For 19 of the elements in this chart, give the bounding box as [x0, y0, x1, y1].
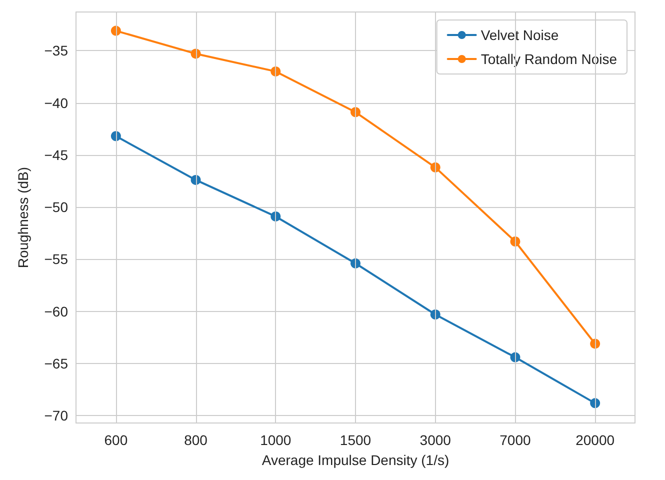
y-tick-label: −45	[44, 146, 68, 163]
x-tick-label: 600	[104, 432, 128, 448]
x-tick-label: 800	[184, 432, 208, 448]
x-tick-label: 20000	[576, 432, 615, 448]
x-tick-label: 1000	[260, 432, 292, 448]
y-axis-title: Roughness (dB)	[15, 166, 31, 268]
x-axis-title: Average Impulse Density (1/s)	[262, 452, 450, 468]
x-tick-label: 1500	[340, 432, 372, 448]
y-tick-label: −65	[44, 356, 68, 372]
y-tick-label: −50	[44, 199, 68, 216]
legend-label: Totally Random Noise	[480, 51, 618, 67]
y-tick-label: −35	[44, 42, 68, 59]
y-tick-label: −70	[44, 408, 68, 424]
x-tick-label: 3000	[420, 432, 452, 448]
y-tick-label: −55	[44, 251, 68, 268]
legend-label: Velvet Noise	[480, 27, 559, 43]
y-tick-label: −60	[44, 303, 68, 320]
y-tick-label: −40	[44, 94, 68, 111]
x-tick-label: 7000	[500, 432, 531, 448]
